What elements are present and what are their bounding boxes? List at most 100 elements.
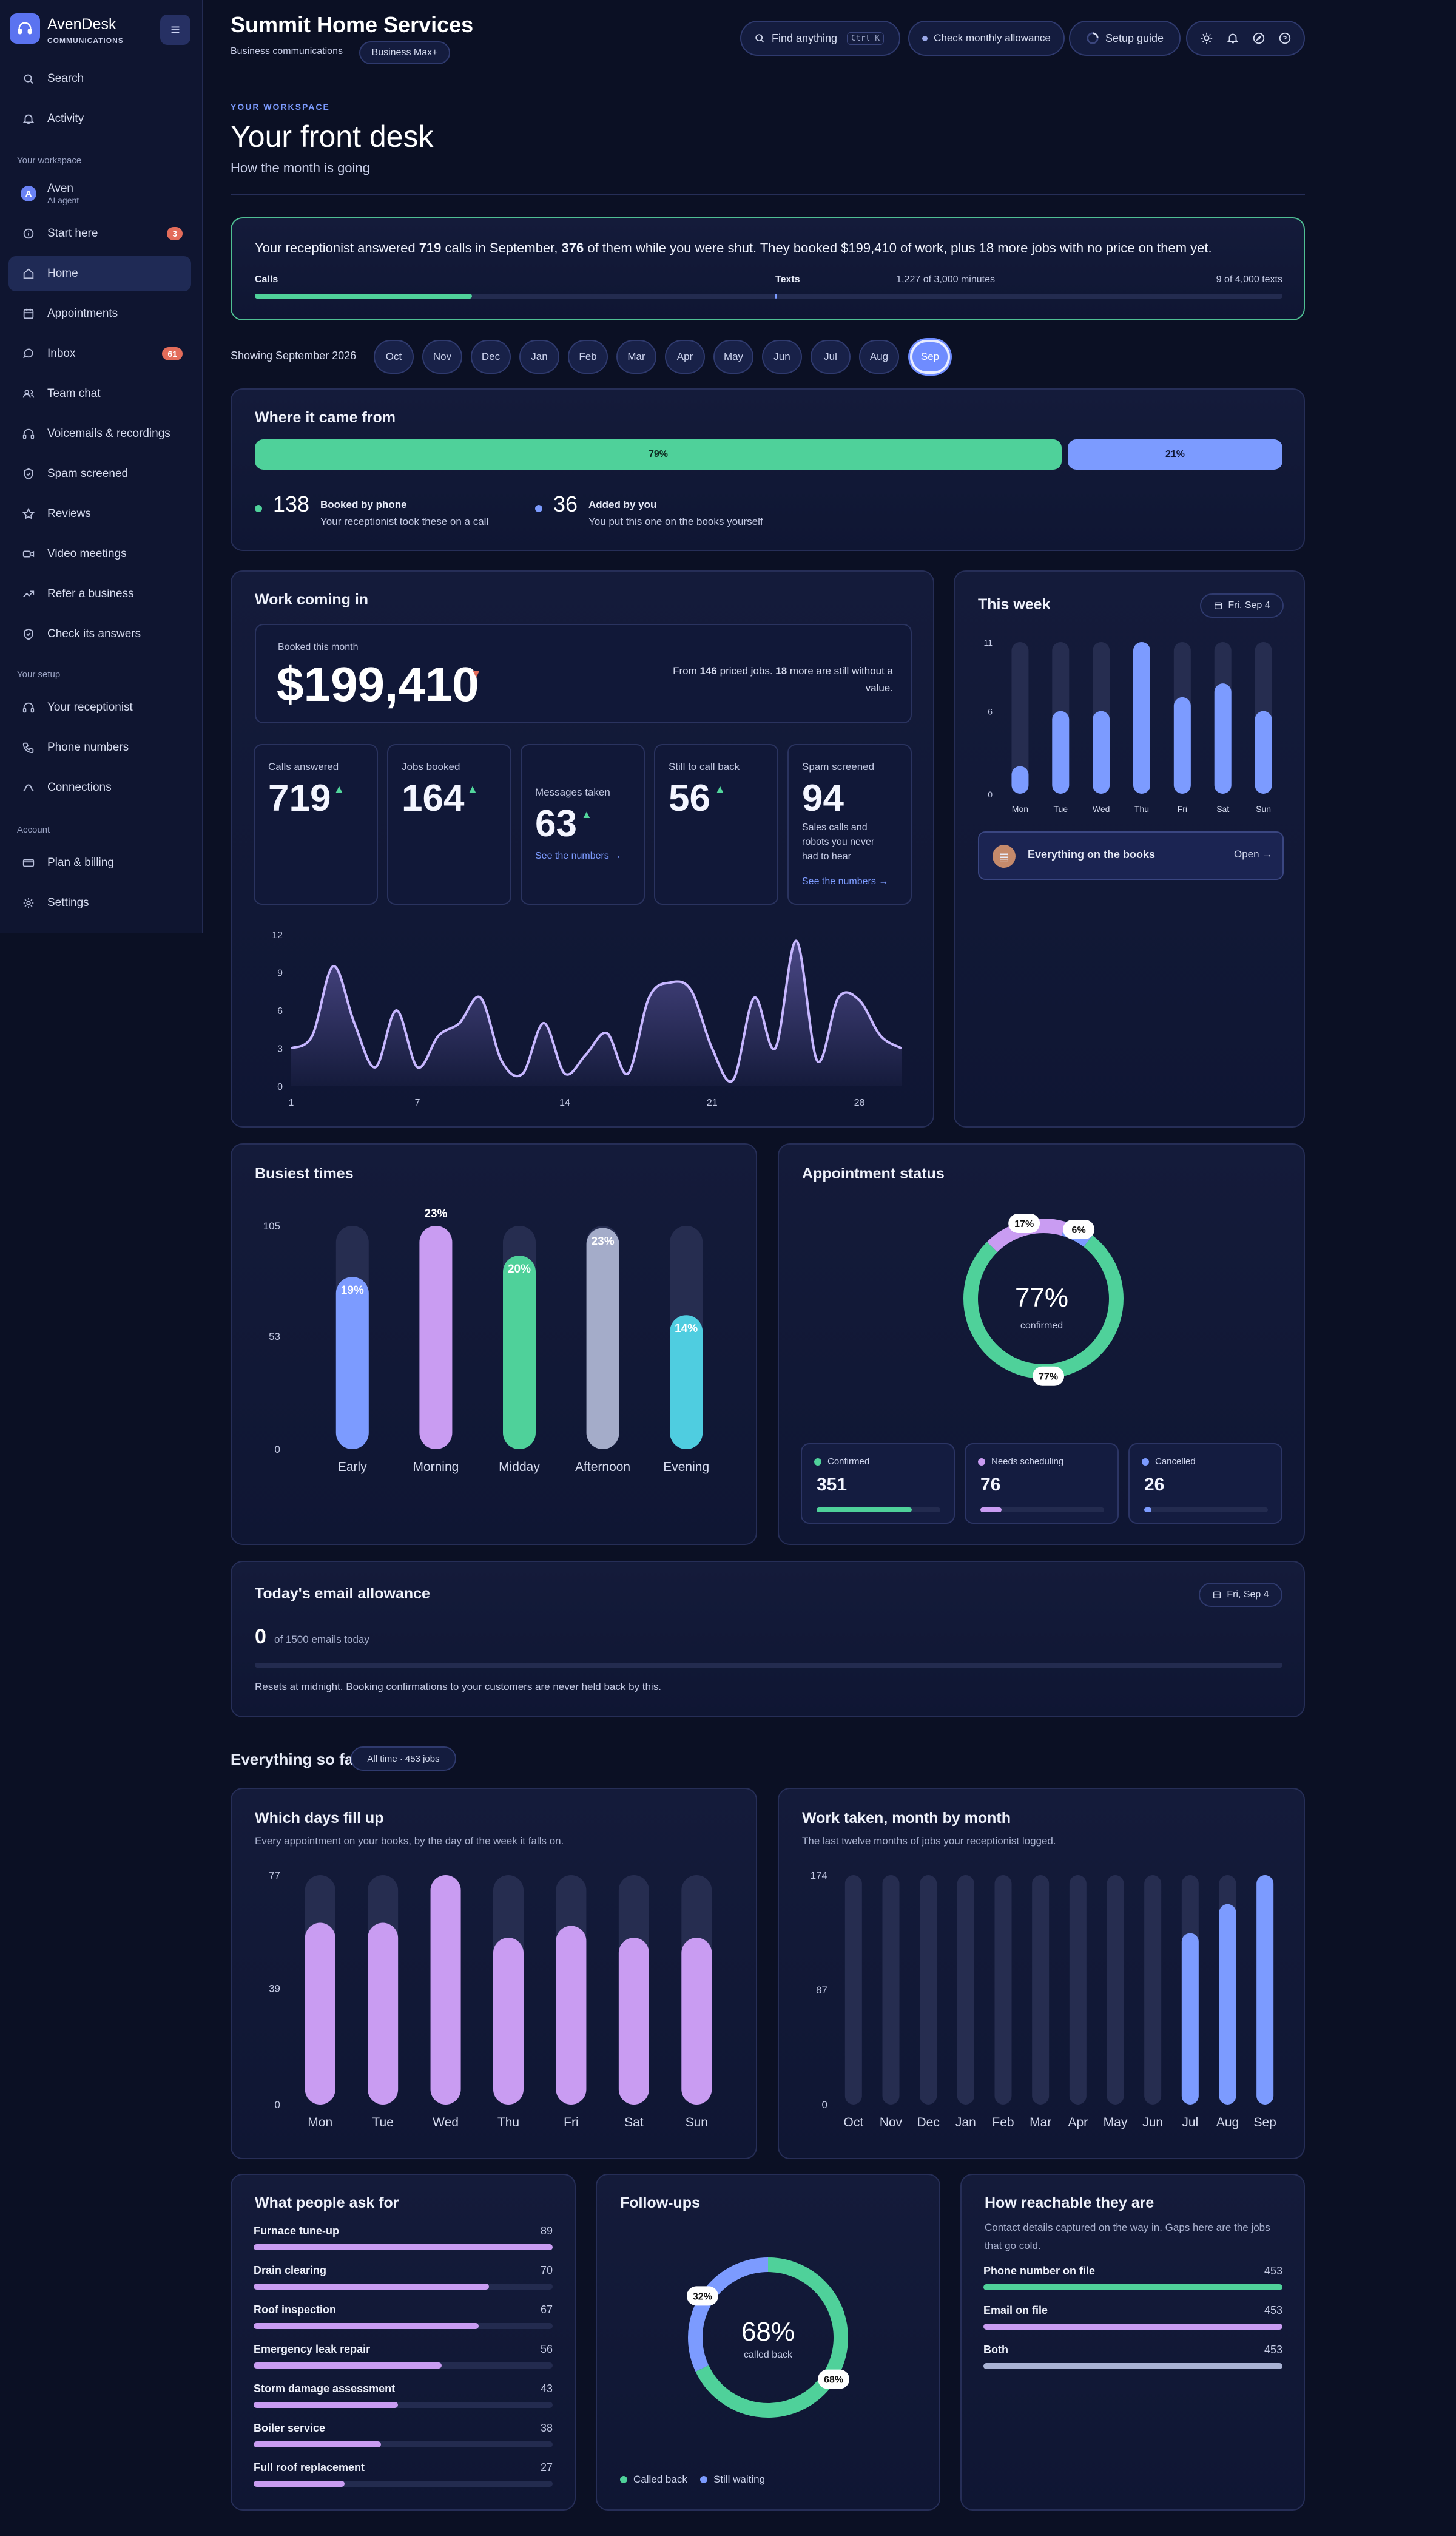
see-numbers-link[interactable]: See the numbers → bbox=[802, 876, 889, 887]
date-chip[interactable]: Fri, Sep 4 bbox=[1199, 1583, 1282, 1607]
sidebar-item-connections[interactable]: Connections bbox=[8, 770, 191, 805]
ask-row[interactable]: Furnace tune-up 89 bbox=[254, 2225, 553, 2251]
bar-track bbox=[1011, 642, 1029, 794]
y-tick-label: 6 bbox=[277, 1006, 283, 1016]
bar bbox=[556, 1926, 587, 2105]
sidebar-item-spam[interactable]: Spam screened bbox=[8, 456, 191, 492]
bell-icon[interactable] bbox=[1226, 32, 1239, 45]
sidebar-collapse-button[interactable] bbox=[160, 15, 190, 45]
slice-label-bg bbox=[818, 2369, 850, 2389]
y-tick-label: 6 bbox=[988, 707, 993, 717]
pie-slice bbox=[688, 2257, 848, 2418]
books-banner[interactable]: ▤ Everything on the books Open → bbox=[978, 831, 1284, 880]
note-part: priced jobs. bbox=[716, 665, 776, 677]
ask-label: Full roof replacement bbox=[254, 2461, 365, 2473]
you-pct: 21% bbox=[1165, 449, 1185, 459]
date-chip[interactable]: Fri, Sep 4 bbox=[1200, 593, 1284, 618]
ask-row[interactable]: Roof inspection 67 bbox=[254, 2304, 553, 2330]
open-link[interactable]: Open → bbox=[1234, 848, 1273, 860]
see-numbers-link[interactable]: See the numbers → bbox=[535, 851, 622, 861]
month-pill-may[interactable]: May bbox=[713, 340, 753, 374]
cancelled-tile[interactable]: Cancelled 26 bbox=[1128, 1443, 1282, 1524]
sidebar-item-voicemails[interactable]: Voicemails & recordings bbox=[8, 416, 191, 451]
stat-calls-answered[interactable]: Calls answered 719 ▲ bbox=[254, 744, 378, 905]
trend-down-icon: ▼ bbox=[471, 668, 482, 680]
search-icon bbox=[21, 71, 36, 87]
confirmed-tile[interactable]: Confirmed 351 bbox=[801, 1443, 955, 1524]
ask-row[interactable]: Boiler service 38 bbox=[254, 2422, 553, 2449]
sidebar-item-check-answers[interactable]: Check its answers bbox=[8, 617, 191, 652]
sidebar-item-phone-numbers[interactable]: Phone numbers bbox=[8, 730, 191, 765]
sidebar-item-start-here[interactable]: Start here 3 bbox=[8, 216, 191, 251]
sidebar-item-activity[interactable]: Activity bbox=[8, 101, 191, 137]
bar bbox=[493, 1938, 524, 2105]
divider bbox=[231, 194, 1305, 195]
x-tick-label: Sun bbox=[1256, 804, 1271, 814]
month-pill-dec[interactable]: Dec bbox=[471, 340, 511, 374]
sidebar-item-refer[interactable]: Refer a business bbox=[8, 577, 191, 612]
setup-guide-button[interactable]: Setup guide bbox=[1069, 21, 1181, 56]
x-tick-label: Oct bbox=[843, 2115, 863, 2129]
tile-progress-fill bbox=[1144, 1507, 1152, 1512]
sidebar-item-inbox[interactable]: Inbox 61 bbox=[8, 336, 191, 371]
month-pill-jul[interactable]: Jul bbox=[811, 340, 851, 374]
bar-track bbox=[844, 1875, 862, 2105]
sidebar-item-team-chat[interactable]: Team chat bbox=[8, 376, 191, 411]
reach-row[interactable]: Phone number on file 453 bbox=[983, 2265, 1282, 2291]
month-pill-apr[interactable]: Apr bbox=[665, 340, 705, 374]
month-pill-aug[interactable]: Aug bbox=[859, 340, 899, 374]
check-allowance-button[interactable]: Check monthly allowance bbox=[908, 21, 1065, 56]
bar-track bbox=[1144, 1875, 1162, 2105]
sidebar-item-agent[interactable]: A Aven AI agent bbox=[8, 176, 191, 211]
month-pill-jan[interactable]: Jan bbox=[519, 340, 559, 374]
month-pill-oct[interactable]: Oct bbox=[374, 340, 414, 374]
stat-jobs-booked[interactable]: Jobs booked 164 ▲ bbox=[387, 744, 511, 905]
stat-label: Messages taken bbox=[535, 786, 610, 798]
donut-center-value: 77% bbox=[1014, 1283, 1069, 1313]
bar-track bbox=[957, 1875, 974, 2105]
data-label: 20% bbox=[508, 1263, 531, 1276]
compass-icon[interactable] bbox=[1252, 32, 1266, 45]
sidebar-item-home[interactable]: Home bbox=[8, 256, 191, 291]
sidebar-item-receptionist[interactable]: Your receptionist bbox=[8, 690, 191, 725]
find-anything-button[interactable]: Find anything Ctrl K bbox=[740, 21, 900, 56]
stat-still-to-call-back[interactable]: Still to call back 56 ▲ bbox=[654, 744, 778, 905]
reach-row[interactable]: Email on file 453 bbox=[983, 2304, 1282, 2331]
sidebar-item-billing[interactable]: Plan & billing bbox=[8, 845, 191, 881]
ask-row[interactable]: Drain clearing 70 bbox=[254, 2264, 553, 2291]
help-icon[interactable] bbox=[1278, 32, 1292, 45]
sidebar-item-reviews[interactable]: Reviews bbox=[8, 496, 191, 532]
slice-label-bg bbox=[686, 2286, 718, 2306]
sidebar-item-video[interactable]: Video meetings bbox=[8, 536, 191, 572]
ask-track bbox=[254, 2323, 553, 2329]
month-pill-jun[interactable]: Jun bbox=[762, 340, 802, 374]
star-icon bbox=[21, 506, 36, 522]
month-pill-feb[interactable]: Feb bbox=[568, 340, 608, 374]
brand-logo[interactable] bbox=[10, 13, 40, 44]
all-time-badge: All time · 453 jobs bbox=[351, 1746, 456, 1771]
appointment-donut-chart: 77% 17% 6% bbox=[963, 1214, 1124, 1386]
month-pill-mar[interactable]: Mar bbox=[616, 340, 656, 374]
stat-spam-screened[interactable]: Spam screened 94 Sales calls and robots … bbox=[787, 744, 912, 905]
phone-pct: 79% bbox=[648, 449, 669, 459]
month-pill-nov[interactable]: Nov bbox=[422, 340, 462, 374]
x-tick-label: Early bbox=[338, 1460, 367, 1474]
reach-track bbox=[983, 2363, 1282, 2369]
ask-row[interactable]: Full roof replacement 27 bbox=[254, 2461, 553, 2488]
sidebar-item-search[interactable]: Search bbox=[8, 61, 191, 96]
sidebar-item-appointments[interactable]: Appointments bbox=[8, 296, 191, 331]
texts-usage: 9 of 4,000 texts bbox=[1216, 274, 1282, 285]
reach-row[interactable]: Both 453 bbox=[983, 2344, 1282, 2370]
ask-row[interactable]: Storm damage assessment 43 bbox=[254, 2382, 553, 2409]
month-pill-sep[interactable]: Sep bbox=[910, 340, 950, 374]
sidebar-item-settings[interactable]: Settings bbox=[8, 885, 191, 921]
tile-progress-fill bbox=[817, 1507, 912, 1512]
legend-dot bbox=[978, 1458, 985, 1466]
stat-messages-taken[interactable]: Messages taken 63 ▲ See the numbers → bbox=[521, 744, 645, 905]
ask-row[interactable]: Emergency leak repair 56 bbox=[254, 2343, 553, 2370]
summary-shut: 376 bbox=[561, 240, 584, 255]
sidebar-item-label: Team chat bbox=[47, 387, 101, 400]
sun-icon[interactable] bbox=[1200, 32, 1213, 45]
needs-scheduling-tile[interactable]: Needs scheduling 76 bbox=[965, 1443, 1119, 1524]
x-tick-label: Jul bbox=[1182, 2115, 1198, 2129]
